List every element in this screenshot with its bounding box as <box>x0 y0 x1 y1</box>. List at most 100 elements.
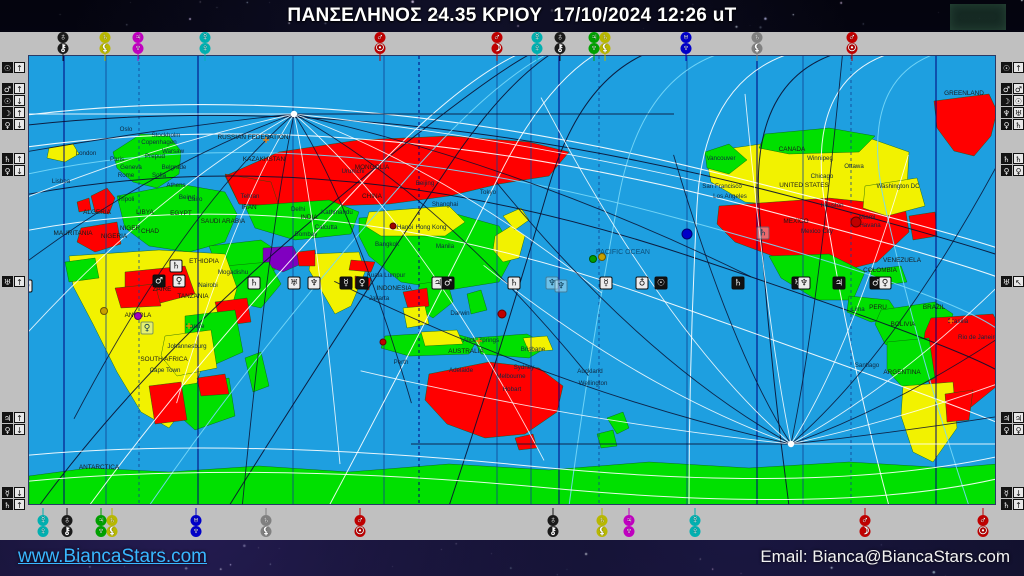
planet-pin[interactable]: ☿ ♀ <box>531 32 543 61</box>
planet-pin[interactable]: ♂ ☉ <box>977 508 989 537</box>
map-glyph-badge[interactable]: ♀ <box>172 274 186 288</box>
map-glyph-badge[interactable]: ♅ <box>287 276 301 290</box>
city-label: Cape Town <box>150 367 181 374</box>
map-glyph-badge[interactable]: ♁ <box>635 276 649 290</box>
city-label: Tokyo <box>480 189 497 196</box>
city-label: Hobart <box>503 386 522 393</box>
planet-pin[interactable]: ♄ ⚸ <box>596 508 608 537</box>
map-glyph-badge[interactable]: ♃ <box>832 276 846 290</box>
planet-pin[interactable]: ♅ ♆ <box>190 508 202 537</box>
city-label: Tehran <box>241 193 260 200</box>
city-label: Lisboa <box>52 178 71 185</box>
planet-pin[interactable]: ♂ ☽ <box>491 32 503 61</box>
planet-glyph-icon: ☿ <box>531 32 543 43</box>
convergence-rays <box>29 56 995 504</box>
map-glyph-badge[interactable]: ♂ <box>441 276 455 290</box>
planet-pin[interactable]: ♂ ☉ <box>374 32 386 61</box>
planetary-line <box>757 56 831 504</box>
planet-pin[interactable]: ♁ ⚷ <box>554 32 566 61</box>
convergence-point <box>290 110 298 118</box>
planet-pin[interactable]: ♂ ☉ <box>354 508 366 537</box>
convergence-ray <box>73 113 295 420</box>
caribbean-node[interactable] <box>850 216 862 228</box>
map-glyph-badge[interactable]: ☉ <box>654 276 668 290</box>
map-glyph-badge[interactable]: ♆ <box>307 276 321 290</box>
planet-glyph-icon: ⚸ <box>99 43 111 54</box>
side-label-stack[interactable]: ♄ ↑ ♀ ↓ <box>2 153 25 177</box>
corner-thumbnail <box>950 4 1006 30</box>
map-glyph-badge[interactable]: ♄ <box>731 276 745 290</box>
pin-stem <box>66 508 68 515</box>
city-label: Bombay <box>295 231 319 238</box>
map-glyph-badge[interactable]: ♄ <box>247 276 261 290</box>
planet-pin[interactable]: ♁ ⚷ <box>547 508 559 537</box>
side-label-stack[interactable]: ☉ ↑ <box>1001 62 1024 74</box>
pacific-node[interactable] <box>681 228 693 240</box>
angola-node[interactable] <box>134 312 142 320</box>
map-glyph-badge[interactable]: ♄ <box>507 276 521 290</box>
map-glyph-badge[interactable]: ♆ <box>797 276 811 290</box>
pin-stem <box>851 54 853 61</box>
ne-asia-node[interactable] <box>389 222 397 230</box>
side-label-stack[interactable]: ☉ ↑ <box>2 62 25 74</box>
planet-pin[interactable]: ♃ ♆ <box>623 508 635 537</box>
planet-glyph-icon: ♂ <box>977 515 989 526</box>
map-glyph-badge[interactable]: ♀ <box>878 276 892 290</box>
country-label: COLOMBIA <box>863 267 897 274</box>
map-glyph-badge[interactable]: ♄ <box>169 259 183 273</box>
map-glyph-badge[interactable]: ♀ <box>355 276 369 290</box>
side-label-stack[interactable]: ☿ ↓ ♄ ↑ <box>2 487 25 511</box>
planetary-line <box>229 56 549 504</box>
planet-pin[interactable]: ♂ ☉ <box>846 32 858 61</box>
city-label: Ottawa <box>844 163 864 170</box>
mid-pacific-node-2[interactable] <box>598 253 606 261</box>
planet-pin[interactable]: ♁ ⚷ <box>57 32 69 61</box>
atlantic-node[interactable] <box>100 307 108 315</box>
side-label-stack[interactable]: ♂ ♂ ☽ ☉ ♆ ♅ ♀ ♄ <box>1001 83 1024 131</box>
side-label-cell: ♆ <box>1001 107 1012 118</box>
map-glyph-badge[interactable]: ♀ <box>140 321 154 335</box>
planet-pin[interactable]: ☿ ♀ <box>689 508 701 537</box>
planet-pin[interactable]: ☿ ♀ <box>37 508 49 537</box>
planet-pin[interactable]: ♄ ⚸ <box>751 32 763 61</box>
side-label-cell: ♀ <box>1001 119 1012 130</box>
planet-pin[interactable]: ♄ ⚸ <box>99 32 111 61</box>
side-label-stack[interactable]: ♂ ↑ ☉ ↓ ☽ ↑ ♀ ↓ <box>2 83 25 131</box>
planet-pin[interactable]: ♄ ⚸ <box>106 508 118 537</box>
planet-pin[interactable]: ♄ ⚸ <box>260 508 272 537</box>
map-glyph-badge[interactable]: ♄ <box>756 226 770 240</box>
side-label-cell: ↓ <box>14 119 25 130</box>
planet-pin[interactable]: ♃ ♆ <box>588 32 600 61</box>
side-label-stack[interactable]: ♃ ♃ ♀ ♀ <box>1001 412 1024 436</box>
side-label-stack[interactable]: ♃ ↑ ♀ ↓ <box>2 412 25 436</box>
map-glyph-badge[interactable]: ☿ <box>339 276 353 290</box>
planet-glyph-icon: ⚸ <box>599 43 611 54</box>
png-node[interactable] <box>497 309 507 319</box>
pin-stem <box>204 54 206 61</box>
planet-glyph-pair: ♄ ⚸ <box>260 515 272 537</box>
planet-pin[interactable]: ☿ ♀ <box>199 32 211 61</box>
mid-pacific-node[interactable] <box>589 255 597 263</box>
city-label: Hanoi <box>397 224 413 231</box>
side-label-stack[interactable]: ♄ ♄ ♀ ♀ <box>1001 153 1024 177</box>
map-glyph-badge[interactable]: ☿ <box>599 276 613 290</box>
planet-pin[interactable]: ♃ ♆ <box>95 508 107 537</box>
planet-pin[interactable]: ♅ ♆ <box>680 32 692 61</box>
side-label-stack[interactable]: ☿ ↓ ♄ ↑ <box>1001 487 1024 511</box>
planet-pin[interactable]: ♂ ☽ <box>859 508 871 537</box>
map-glyph-badge[interactable]: ♆ <box>554 279 568 293</box>
planet-pin[interactable]: ♄ ⚸ <box>599 32 611 61</box>
planetary-line <box>29 104 995 248</box>
side-label-stack[interactable]: ♅ ↑ <box>2 276 25 288</box>
map-glyph-badge[interactable]: ♂ <box>152 274 166 288</box>
map-glyph-badge[interactable]: ☉ <box>29 279 33 293</box>
asia-node[interactable] <box>379 338 387 346</box>
website-link[interactable]: www.BiancaStars.com <box>18 546 208 567</box>
planet-pin[interactable]: ♃ ♆ <box>132 32 144 61</box>
convergence-ray <box>790 168 995 445</box>
city-label: Warsaw <box>162 148 185 155</box>
world-map[interactable]: MAURITANIA ALGERIA LIBYA EGYPT NIGERIA NIGER C… <box>28 55 996 505</box>
planet-pin[interactable]: ♁ ⚷ <box>61 508 73 537</box>
side-label-stack[interactable]: ♅ ↖ <box>1001 276 1024 288</box>
planet-glyph-pair: ♂ ☉ <box>374 32 386 54</box>
